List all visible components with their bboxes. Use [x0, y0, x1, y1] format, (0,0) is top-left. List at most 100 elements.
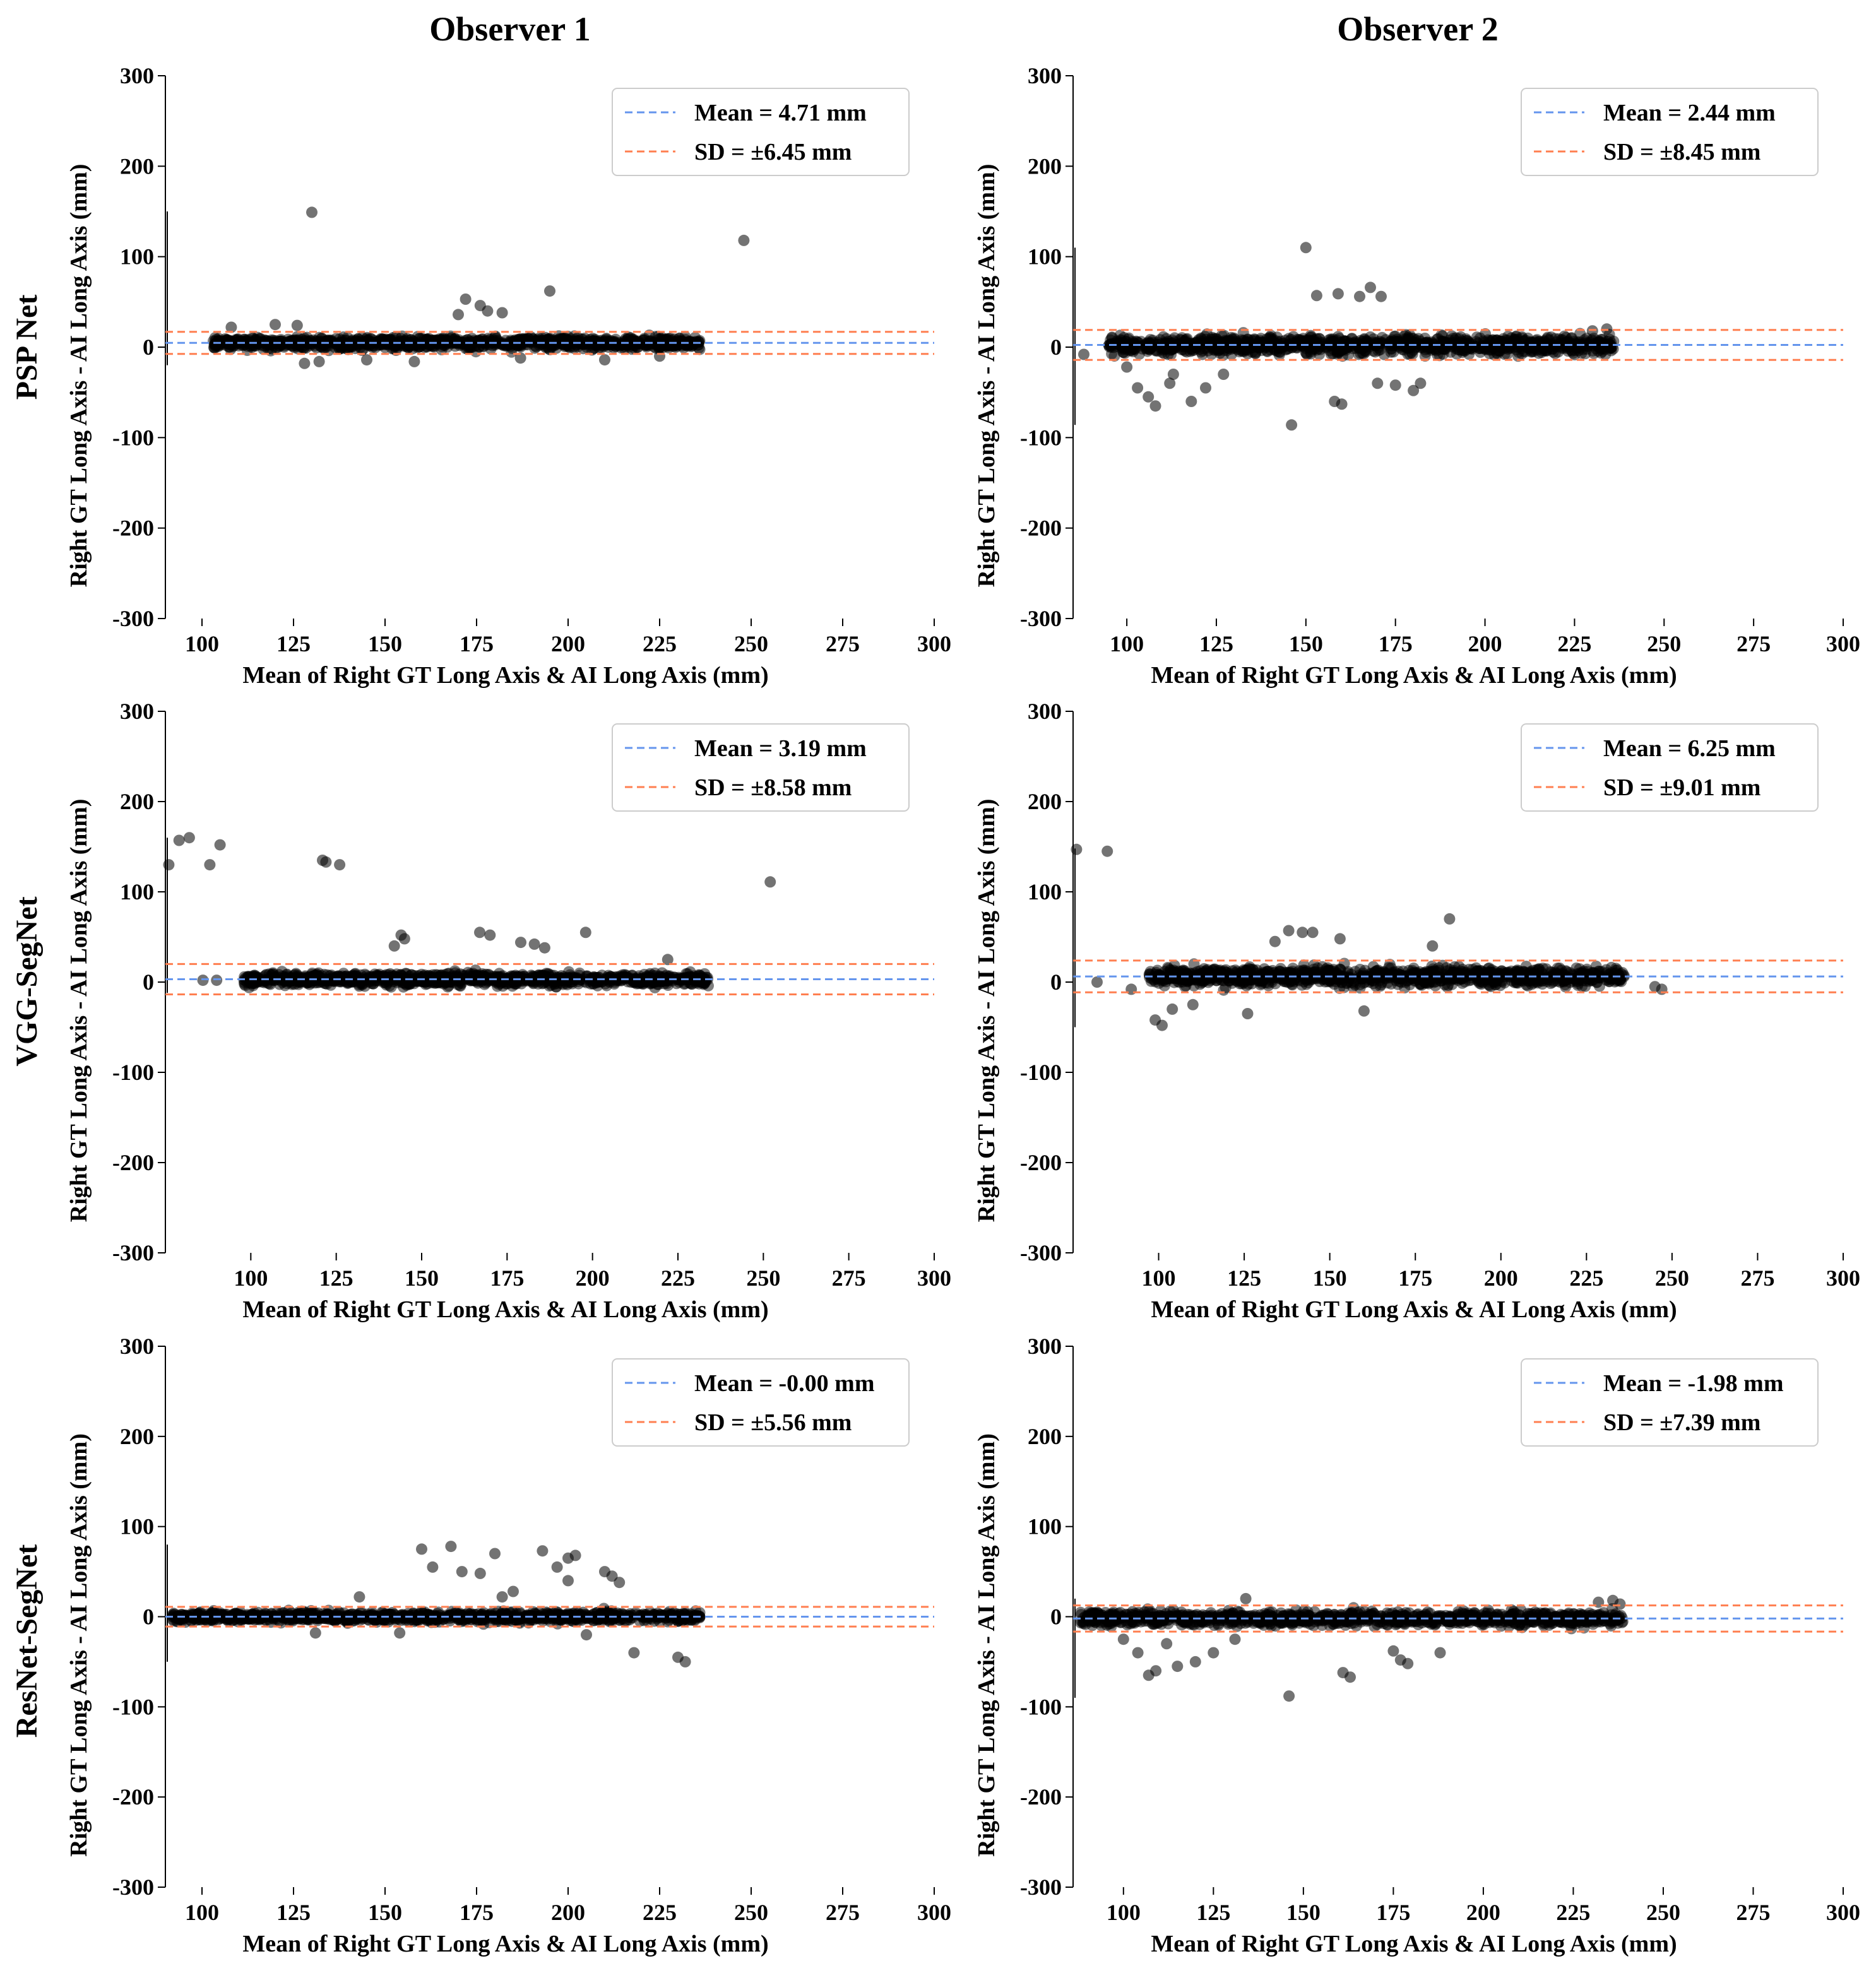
scatter-point [276, 966, 288, 978]
scatter-point [1317, 337, 1329, 349]
y-tick-label: 300 [120, 1334, 154, 1359]
x-tick-label: 225 [643, 631, 677, 656]
scatter-point [1201, 964, 1213, 976]
scatter-point-outlier [1156, 1019, 1168, 1031]
scatter-point-outlier [1389, 379, 1401, 391]
y-axis-label: Right GT Long Axis - AI Long Axis (mm) [973, 164, 1000, 588]
scatter-point [674, 335, 686, 347]
x-tick-label: 100 [234, 1265, 268, 1291]
scatter-point-outlier [1269, 935, 1281, 947]
scatter-point [477, 335, 489, 347]
scatter-point-outlier [225, 321, 237, 333]
x-tick-label: 175 [1398, 1265, 1432, 1291]
scatter-points [167, 1541, 706, 1668]
y-tick-label: 300 [120, 699, 154, 724]
x-tick-label: 100 [185, 631, 219, 656]
scatter-point [303, 971, 315, 983]
scatter-point-outlier [1372, 377, 1384, 389]
scatter-point-outlier [484, 929, 496, 941]
scatter-point-outlier [388, 940, 400, 952]
scatter-point [247, 333, 259, 345]
x-axis-label: Mean of Right GT Long Axis & AI Long Axi… [1151, 1296, 1677, 1323]
scatter-point-outlier [270, 319, 281, 331]
y-tick-label: -300 [1020, 1240, 1062, 1265]
legend-mean-label: Mean = 4.71 mm [694, 100, 867, 126]
scatter-point-outlier [1307, 927, 1319, 939]
scatter-point [1286, 341, 1298, 353]
scatter-point-outlier [1354, 290, 1365, 302]
scatter-point-outlier [1242, 1008, 1254, 1019]
x-tick-label: 125 [1227, 1265, 1261, 1291]
y-tick-label: -200 [1020, 516, 1062, 541]
scatter-point-outlier [1121, 361, 1133, 373]
scatter-point-outlier [496, 307, 508, 319]
scatter-point-outlier [1218, 369, 1230, 380]
scatter-point [377, 333, 389, 345]
scatter-point-outlier [1332, 288, 1344, 300]
x-tick-label: 250 [734, 631, 768, 656]
scatter-point-outlier [1200, 382, 1211, 394]
scatter-point [1471, 331, 1483, 343]
scatter-point-outlier [211, 975, 223, 986]
scatter-point-outlier [1149, 400, 1161, 412]
scatter-point [338, 331, 350, 343]
x-tick-label: 150 [1289, 631, 1323, 656]
x-tick-label: 200 [551, 631, 585, 656]
scatter-point [358, 972, 370, 984]
scatter-point [1582, 340, 1594, 352]
scatter-point-outlier [1167, 369, 1179, 380]
x-axis-label: Mean of Right GT Long Axis & AI Long Axi… [242, 1296, 768, 1323]
scatter-points [163, 832, 776, 993]
scatter-point [1271, 969, 1283, 981]
legend-mean-label: Mean = 6.25 mm [1603, 735, 1776, 762]
scatter-point-outlier [474, 927, 485, 939]
y-tick-label: 0 [1050, 969, 1062, 995]
scatter-point-outlier [1091, 976, 1103, 988]
scatter-point [1492, 348, 1504, 360]
scatter-point-outlier [738, 234, 750, 246]
y-tick-label: -300 [112, 1875, 154, 1900]
scatter-point-outlier [173, 834, 185, 846]
scatter-points [1078, 242, 1620, 431]
scatter-point-outlier [1132, 382, 1144, 394]
scatter-point [1237, 327, 1249, 339]
x-tick-label: 125 [276, 631, 311, 656]
scatter-point [657, 340, 669, 352]
x-tick-label: 275 [832, 1265, 866, 1291]
scatter-point-outlier [361, 354, 372, 366]
x-tick-label: 175 [460, 631, 494, 656]
scatter-point-outlier [313, 355, 325, 367]
row-title-psp-net: PSP Net [10, 295, 44, 400]
x-tick-label: 100 [185, 1900, 219, 1925]
y-tick-label: 0 [1050, 335, 1062, 360]
scatter-point [468, 975, 480, 986]
scatter-point [1404, 973, 1416, 985]
y-tick-label: 100 [1028, 879, 1062, 904]
scatter-point [333, 343, 345, 355]
scatter-point-outlier [163, 859, 175, 871]
scatter-point-outlier [1143, 391, 1155, 403]
x-tick-label: 275 [826, 631, 860, 656]
scatter-point-outlier [306, 206, 318, 218]
scatter-point-outlier [482, 305, 494, 317]
x-axis-label: Mean of Right GT Long Axis & AI Long Axi… [242, 662, 768, 689]
y-tick-label: 100 [1028, 244, 1062, 270]
scatter-point-outlier [1078, 348, 1089, 360]
scatter-point-outlier [599, 354, 610, 366]
scatter-point [213, 335, 225, 347]
column-title-observer-1: Observer 1 [429, 10, 590, 48]
scatter-point [647, 975, 659, 986]
scatter-points [208, 206, 750, 369]
x-tick-label: 100 [1142, 1265, 1176, 1291]
scatter-point [1286, 966, 1298, 977]
scatter-point [601, 980, 613, 992]
scatter-point [1565, 333, 1577, 345]
scatter-point [532, 336, 544, 348]
scatter-point [1225, 348, 1237, 360]
x-tick-label: 150 [368, 631, 402, 656]
